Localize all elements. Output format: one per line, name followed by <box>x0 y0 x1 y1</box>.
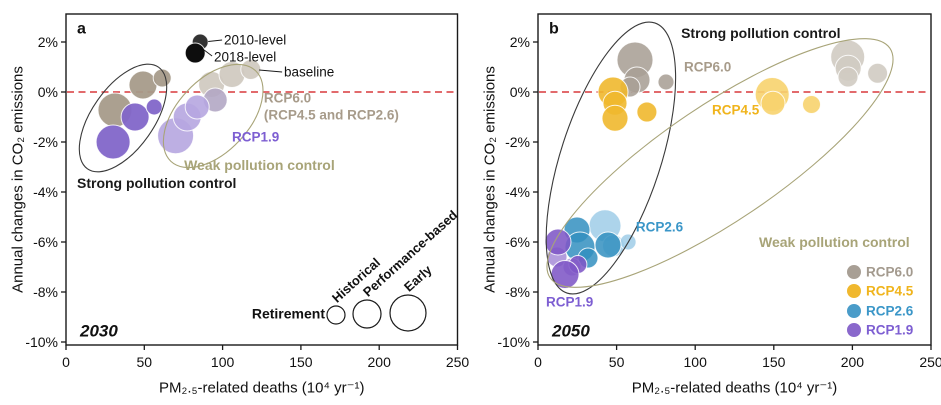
leader-line <box>203 49 213 57</box>
y-tick-label: 2% <box>510 34 530 50</box>
leader-line <box>208 39 223 42</box>
annotation: Weak pollution control <box>184 157 335 173</box>
legend-swatch <box>847 284 861 298</box>
annotation: Strong pollution control <box>77 175 236 191</box>
bubble-rcp4.5-strong <box>601 104 629 132</box>
x-tick-label: 100 <box>211 354 235 370</box>
legend-swatch <box>847 265 861 279</box>
series-rcp4.5-strong <box>597 76 658 132</box>
annotation: (RCP4.5 and RCP2.6) <box>264 108 399 123</box>
y-tick-label: 2% <box>38 34 58 50</box>
weak-pollution-control-ellipse <box>162 63 264 169</box>
x-tick-label: 50 <box>137 354 153 370</box>
x-axis-label: PM₂.₅-related deaths (10⁴ yr⁻¹) <box>159 380 364 397</box>
panel-b: 0 50 100 150 200 250 2% 0% -2% -4% -6% -8% -10% PM₂.₅… <box>482 13 941 397</box>
annotation: baseline <box>284 65 334 80</box>
bubble-level-2018 <box>184 42 206 64</box>
weak-pollution-control-ellipse <box>546 38 894 288</box>
y-tick-label: -8% <box>33 284 58 300</box>
y-tick-label: -2% <box>505 134 530 150</box>
series-rcp6.0-weak <box>830 39 889 88</box>
bubble-baseline-weak-tan <box>240 59 262 80</box>
size-legend-circle <box>352 299 382 329</box>
series-rcp2.6 <box>563 216 622 269</box>
bubble-rcp1.9 <box>550 260 580 289</box>
strong-pollution-control-ellipse <box>78 63 168 173</box>
plot-frame <box>537 13 932 346</box>
annotation: 2018-level <box>214 50 276 65</box>
bubble-rcp6.0-strong <box>128 70 158 100</box>
bubble-rcp6.0-weak <box>837 66 859 88</box>
annotation: Weak pollution control <box>759 234 910 250</box>
annotation: RCP1.9 <box>546 295 593 310</box>
y-axis-label: Annual changes in CO₂ emissions <box>10 66 27 293</box>
bubble-rcp4.5-weak <box>802 95 821 114</box>
annotation: 2010-level <box>224 33 286 48</box>
bubble-rcp1.9-strong <box>145 98 163 116</box>
x-tick-label: 250 <box>919 354 941 370</box>
size-legend-circle <box>389 294 427 332</box>
x-tick-label: 250 <box>446 354 470 370</box>
x-tick-label: 150 <box>289 354 313 370</box>
y-tick-label: -6% <box>505 234 530 250</box>
x-tick-label: 100 <box>684 354 708 370</box>
bubble-rcp1.9-strong <box>120 102 150 132</box>
annotation: RCP2.6 <box>636 220 684 235</box>
x-tick-label: 200 <box>368 354 392 370</box>
bubble-rcp6.0-weak <box>867 62 889 84</box>
bubble-rcp1.9-weak <box>184 94 210 120</box>
legend-swatch <box>847 304 861 318</box>
legend-label: RCP4.5 <box>866 284 914 299</box>
legend-label: RCP1.9 <box>866 323 913 338</box>
bubble-rcp2.6 <box>594 231 622 259</box>
series-rcp1.9-strong <box>95 98 163 160</box>
y-tick-label: -10% <box>497 334 530 350</box>
annotation: RCP6.0 <box>684 60 731 75</box>
series-level-2018 <box>184 42 206 64</box>
series-rcp4.5-weak <box>754 77 821 116</box>
x-tick-label: 0 <box>534 354 542 370</box>
strong-pollution-control-ellipse <box>545 21 677 295</box>
x-tick-label: 50 <box>609 354 625 370</box>
y-tick-label: -10% <box>25 334 58 350</box>
year-label: 2030 <box>79 322 118 341</box>
legend-swatch <box>847 323 861 337</box>
panel-letter: b <box>549 21 559 38</box>
year-label: 2050 <box>551 322 590 341</box>
leader-line <box>259 69 283 73</box>
x-axis-label: PM₂.₅-related deaths (10⁴ yr⁻¹) <box>632 380 837 397</box>
y-tick-label: -2% <box>33 134 58 150</box>
size-legend-circle <box>326 305 346 325</box>
y-tick-label: 0% <box>510 84 530 100</box>
y-tick-label: 0% <box>38 84 58 100</box>
panel-letter: a <box>77 21 86 38</box>
bubble-rcp4.5-strong <box>636 101 658 123</box>
bubble-rcp4.5-weak <box>760 90 786 116</box>
annotation: RCP6.0 <box>264 91 311 106</box>
annotation: Strong pollution control <box>681 25 840 41</box>
y-tick-label: -8% <box>505 284 530 300</box>
y-tick-label: -4% <box>33 184 58 200</box>
y-tick-label: -4% <box>505 184 530 200</box>
size-legend-title: Retirement <box>252 305 325 321</box>
bubble-baseline-weak-tan <box>218 61 246 88</box>
x-tick-label: 150 <box>762 354 786 370</box>
panel-a: 0 50 100 150 200 250 2% 0% -2% -4% -6% -8% -10% PM₂.₅… <box>10 13 470 397</box>
y-axis-label: Annual changes in CO₂ emissions <box>482 66 499 293</box>
bubble-rcp1.9-strong <box>95 124 131 160</box>
annotation: RCP4.5 <box>712 103 760 118</box>
bubble-rcp6.0-strong <box>152 68 172 88</box>
x-tick-label: 200 <box>841 354 865 370</box>
x-tick-label: 0 <box>62 354 70 370</box>
legend-label: RCP2.6 <box>866 304 914 319</box>
legend-label: RCP6.0 <box>866 265 913 280</box>
bubble-rcp6.0-strong <box>657 73 675 91</box>
series-rcp1.9-weak <box>157 94 210 155</box>
y-tick-label: -6% <box>33 234 58 250</box>
bubble-rcp1.9 <box>544 228 572 256</box>
annotation: RCP1.9 <box>232 130 279 145</box>
